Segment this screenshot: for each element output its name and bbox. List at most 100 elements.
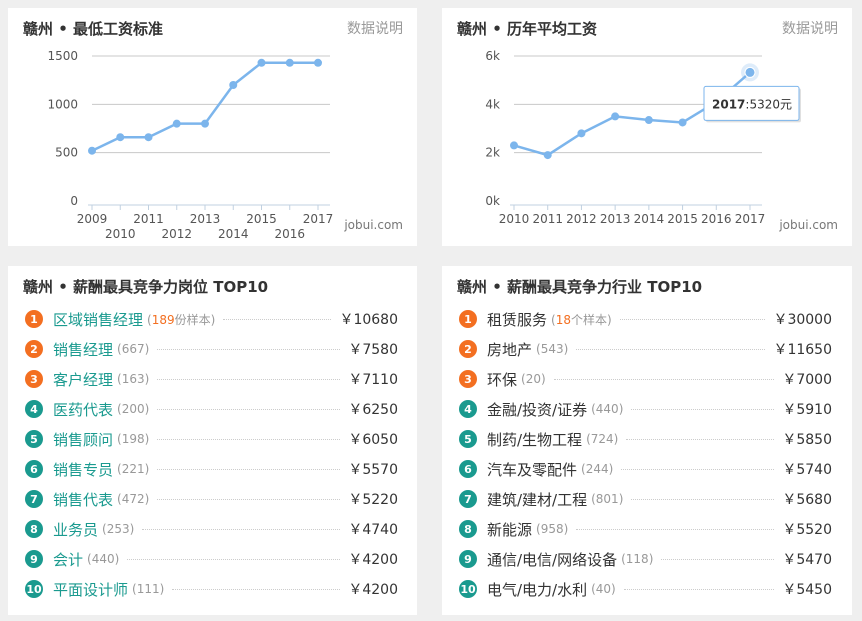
salary-value: ￥5470 (782, 552, 832, 568)
x-tick-label: 2015 (667, 212, 698, 226)
tooltip-value: :5320元 (745, 97, 792, 111)
job-row[interactable]: 5 销售顾问 (198) ￥6050 (25, 424, 398, 454)
industry-name-link[interactable]: 环保 (487, 370, 518, 389)
salary-value: ￥6050 (348, 432, 398, 448)
job-row[interactable]: 6 销售专员 (221) ￥5570 (25, 454, 398, 484)
dotted-leader (619, 318, 766, 320)
job-name-link[interactable]: 区域销售经理 (53, 310, 144, 329)
data-point (201, 119, 209, 128)
industry-row[interactable]: 4 金融/投资/证券 (440) ￥5910 (459, 394, 832, 424)
min-wage-explain-link[interactable]: 数据说明 (347, 21, 403, 37)
job-row[interactable]: 10 平面设计师 (111) ￥4200 (25, 574, 398, 604)
industry-row[interactable]: 10 电气/电力/水利 (40) ￥5450 (459, 574, 832, 604)
dotted-leader (631, 498, 775, 500)
data-point (116, 133, 125, 142)
sample-count: (20) (521, 372, 546, 386)
job-name-link[interactable]: 销售顾问 (53, 430, 114, 449)
x-tick-label: 2010 (105, 227, 136, 241)
job-row[interactable]: 1 区域销售经理 (189份样本) ￥10680 (25, 304, 398, 334)
rank-badge: 4 (459, 400, 477, 418)
sample-count-number: 18 (555, 312, 571, 327)
rank-badge: 5 (459, 430, 477, 448)
job-row[interactable]: 2 销售经理 (667) ￥7580 (25, 334, 398, 364)
salary-value: ￥11650 (773, 342, 832, 358)
data-point (172, 119, 181, 128)
dotted-leader (127, 558, 341, 560)
industry-row[interactable]: 1 租赁服务 (18个样本) ￥30000 (459, 304, 832, 334)
tooltip-text: 2017:5320元 (712, 97, 792, 111)
min-wage-watermark: jobui.com (344, 218, 403, 232)
job-name-link[interactable]: 销售代表 (53, 490, 114, 509)
dotted-leader (157, 468, 341, 470)
industry-name-link[interactable]: 房地产 (487, 340, 533, 359)
job-name-link[interactable]: 会计 (53, 550, 84, 569)
rank-badge: 3 (25, 370, 43, 388)
min-wage-panel: 赣州 • 最低工资标准 数据说明 0 500 1000 1500 2009 2011 201… (8, 8, 417, 246)
dotted-leader (157, 348, 341, 350)
job-name-link[interactable]: 业务员 (53, 520, 99, 539)
data-point (285, 58, 294, 67)
top-industries-title: 赣州 • 薪酬最具竞争力行业 TOP10 (457, 278, 703, 296)
industry-name-link[interactable]: 新能源 (487, 520, 533, 539)
industry-row[interactable]: 3 环保 (20) ￥7000 (459, 364, 832, 394)
rank-badge: 10 (459, 580, 477, 598)
rank-badge: 2 (25, 340, 43, 358)
x-tick-label: 2012 (161, 227, 192, 241)
rank-badge: 2 (459, 340, 477, 358)
job-name-link[interactable]: 销售经理 (53, 340, 114, 359)
dotted-leader (621, 468, 775, 470)
job-row[interactable]: 7 销售代表 (472) ￥5220 (25, 484, 398, 514)
industry-name-link[interactable]: 租赁服务 (487, 310, 548, 329)
job-row[interactable]: 8 业务员 (253) ￥4740 (25, 514, 398, 544)
salary-value: ￥4200 (348, 582, 398, 598)
industry-row[interactable]: 5 制药/生物工程 (724) ￥5850 (459, 424, 832, 454)
salary-value: ￥30000 (773, 312, 832, 328)
salary-value: ￥4740 (348, 522, 398, 538)
industry-name-link[interactable]: 通信/电信/网络设备 (487, 550, 618, 569)
sample-count: (111) (132, 582, 165, 596)
job-row[interactable]: 3 客户经理 (163) ￥7110 (25, 364, 398, 394)
industry-row[interactable]: 8 新能源 (958) ￥5520 (459, 514, 832, 544)
sample-count: (472) (117, 492, 150, 506)
industry-name-link[interactable]: 建筑/建材/工程 (487, 490, 588, 509)
rank-badge: 1 (459, 310, 477, 328)
sample-count: (198) (117, 432, 150, 446)
salary-value: ￥5570 (348, 462, 398, 478)
x-tick-label: 2017 (303, 212, 334, 226)
avg-wage-explain-link[interactable]: 数据说明 (782, 21, 838, 37)
industry-name-link[interactable]: 电气/电力/水利 (487, 580, 588, 599)
min-wage-title: 赣州 • 最低工资标准 (23, 20, 164, 38)
sample-count: (40) (591, 582, 616, 596)
avg-wage-title: 赣州 • 历年平均工资 (457, 20, 598, 38)
sample-count: (118) (621, 552, 654, 566)
x-tick-label: 2016 (274, 227, 305, 241)
x-tick-label: 2014 (218, 227, 249, 241)
job-name-link[interactable]: 医药代表 (53, 400, 114, 419)
salary-value: ￥5220 (348, 492, 398, 508)
y-tick-label: 1500 (47, 49, 78, 63)
salary-value: ￥4200 (348, 552, 398, 568)
sample-count: (200) (117, 402, 150, 416)
industry-name-link[interactable]: 金融/投资/证券 (487, 400, 588, 419)
job-name-link[interactable]: 平面设计师 (53, 580, 129, 599)
industry-row[interactable]: 7 建筑/建材/工程 (801) ￥5680 (459, 484, 832, 514)
industry-row[interactable]: 9 通信/电信/网络设备 (118) ￥5470 (459, 544, 832, 574)
salary-value: ￥7000 (782, 372, 832, 388)
industry-row[interactable]: 2 房地产 (543) ￥11650 (459, 334, 832, 364)
sample-count: (667) (117, 342, 150, 356)
sample-count: (724) (586, 432, 619, 446)
dotted-leader (661, 558, 775, 560)
industry-name-link[interactable]: 制药/生物工程 (487, 430, 583, 449)
job-row[interactable]: 9 会计 (440) ￥4200 (25, 544, 398, 574)
job-name-link[interactable]: 销售专员 (53, 460, 114, 479)
job-row[interactable]: 4 医药代表 (200) ￥6250 (25, 394, 398, 424)
series-line (91, 61, 318, 152)
sample-count: (543) (536, 342, 569, 356)
rank-badge: 7 (25, 490, 43, 508)
industry-row[interactable]: 6 汽车及零配件 (244) ￥5740 (459, 454, 832, 484)
x-tick-label: 2016 (701, 212, 732, 226)
industry-name-link[interactable]: 汽车及零配件 (487, 460, 578, 479)
dotted-leader (157, 378, 341, 380)
job-name-link[interactable]: 客户经理 (53, 370, 114, 389)
